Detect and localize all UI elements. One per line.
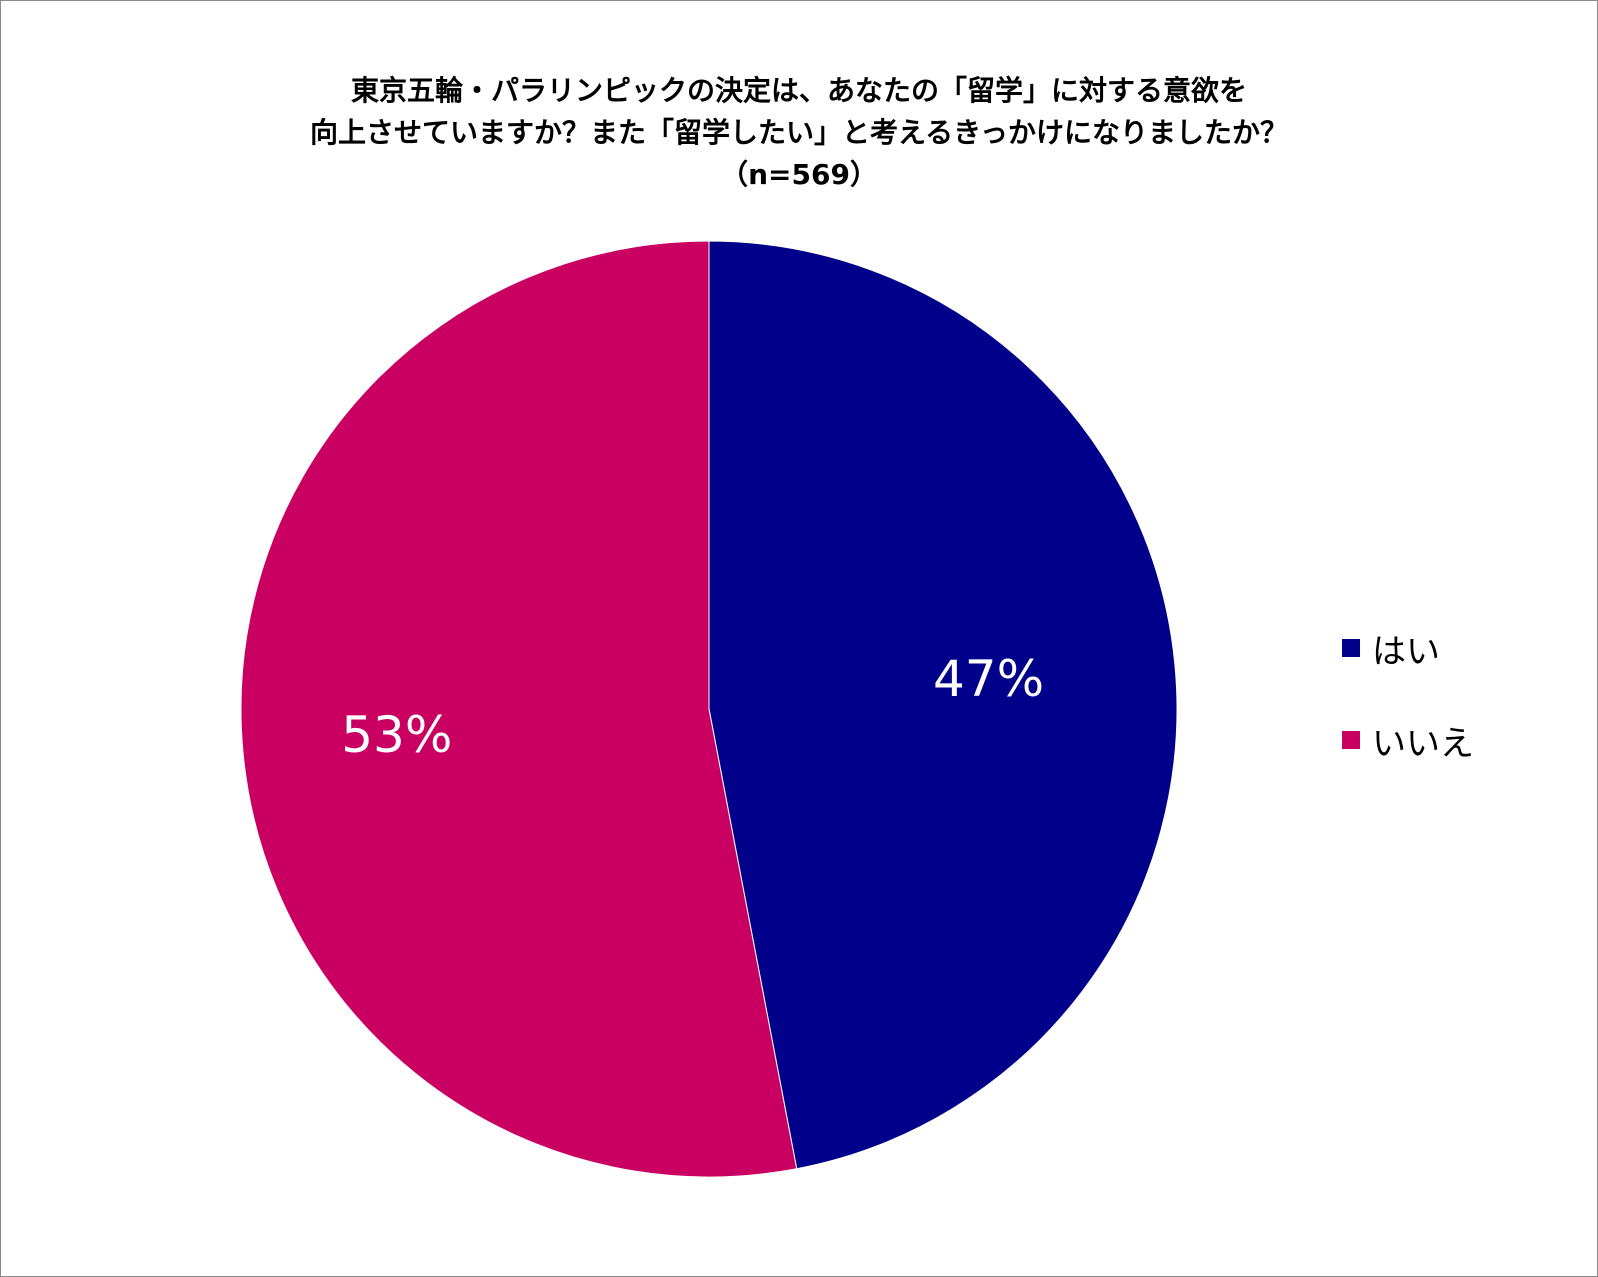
- chart-title-line-3: （n=569）: [720, 158, 878, 191]
- legend-swatch-yes: [1342, 639, 1360, 657]
- chart-title: 東京五輪・パラリンピックの決定は、あなたの「留学」に対する意欲を 向上させていま…: [0, 70, 1598, 196]
- legend-label-no: いいえ: [1372, 723, 1474, 764]
- pie-slice-yes: [708, 240, 1178, 1170]
- chart-legend: はい いいえ: [1342, 628, 1474, 812]
- pie-slice-no: [240, 240, 798, 1178]
- pie-slices: [240, 240, 1178, 1178]
- chart-title-line-1: 東京五輪・パラリンピックの決定は、あなたの「留学」に対する意欲を: [350, 74, 1247, 107]
- legend-swatch-no: [1342, 731, 1360, 749]
- data-label-yes: 47%: [933, 650, 1044, 708]
- legend-item-no: いいえ: [1342, 720, 1474, 764]
- data-label-no: 53%: [341, 706, 452, 764]
- pie-data-labels: 47% 53%: [341, 650, 1044, 764]
- legend-label-yes: はい: [1372, 631, 1440, 672]
- legend-item-yes: はい: [1342, 628, 1474, 672]
- chart-title-line-2: 向上させていますか？また「留学したい」と考えるきっかけになりましたか？: [309, 116, 1289, 149]
